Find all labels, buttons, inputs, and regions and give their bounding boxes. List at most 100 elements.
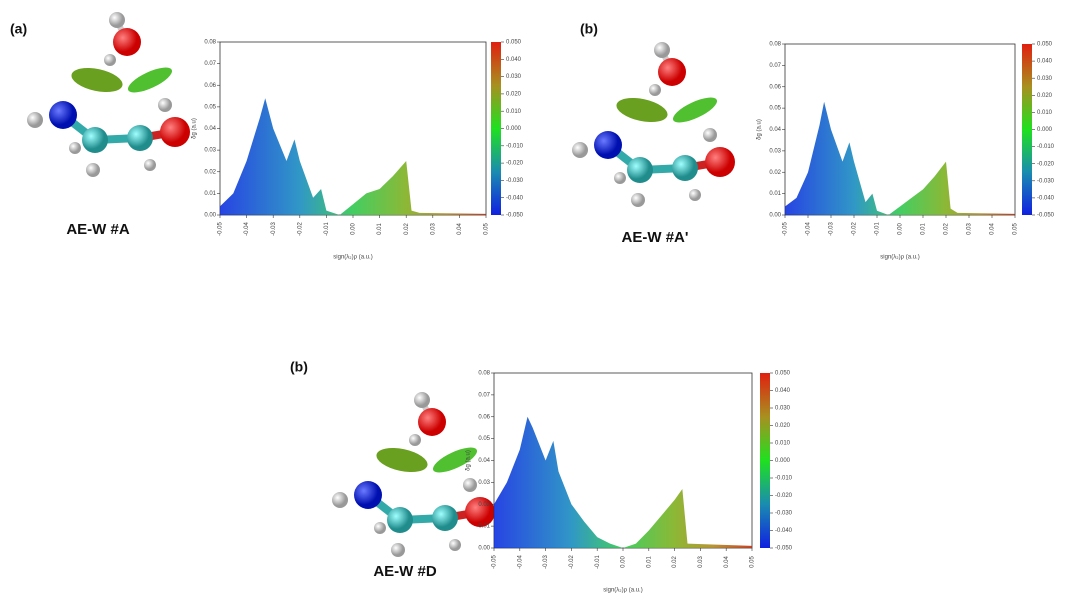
- x-tick-label: 0.03: [698, 556, 704, 568]
- y-axis-label: δg (a.u): [192, 118, 198, 139]
- y-tick-label: 0.03: [204, 148, 216, 154]
- panel-label: (a): [10, 21, 27, 37]
- x-tick-label: 0.05: [750, 556, 756, 568]
- y-tick-label: 0.06: [204, 83, 216, 89]
- y-tick-label: 0.03: [478, 480, 490, 486]
- molecule: [27, 12, 190, 177]
- x-tick-label: -0.03: [829, 222, 835, 236]
- x-tick-label: -0.01: [595, 555, 601, 569]
- colorbar-tick-label: 0.010: [506, 109, 522, 115]
- colorbar-tick-label: 0.030: [775, 406, 791, 412]
- colorbar-tick-label: -0.050: [775, 546, 793, 552]
- x-tick-label: 0.02: [672, 556, 678, 568]
- x-axis-label: sign(λ₂)ρ (a.u.): [603, 588, 642, 594]
- y-tick-label: 0.00: [769, 213, 781, 219]
- y-axis-label: δg (a.u): [757, 119, 763, 140]
- colorbar: [1022, 44, 1032, 215]
- y-tick-label: 0.01: [478, 524, 490, 530]
- colorbar-tick-label: 0.000: [775, 458, 791, 464]
- colorbar-tick-label: 0.030: [506, 74, 522, 80]
- colorbar-tick-label: -0.020: [775, 493, 793, 499]
- x-tick-label: 0.00: [898, 223, 904, 235]
- x-tick-label: 0.00: [351, 223, 357, 235]
- y-tick-label: 0.02: [204, 169, 216, 175]
- x-tick-label: -0.02: [852, 222, 858, 236]
- colorbar-tick-label: 0.020: [506, 91, 522, 97]
- x-tick-label: 0.04: [457, 223, 463, 235]
- colorbar-tick-label: -0.010: [1037, 144, 1055, 150]
- y-tick-label: 0.06: [769, 84, 781, 90]
- x-tick-label: -0.05: [492, 555, 498, 569]
- colorbar-tick-label: 0.040: [775, 388, 791, 394]
- y-tick-label: 0.08: [204, 40, 216, 46]
- y-tick-label: 0.01: [769, 191, 781, 197]
- x-tick-label: -0.01: [875, 222, 881, 236]
- y-tick-label: 0.07: [769, 63, 781, 69]
- panel-label: (b): [290, 359, 308, 375]
- y-tick-label: 0.02: [478, 502, 490, 508]
- x-tick-label: -0.02: [569, 555, 575, 569]
- x-tick-label: 0.04: [990, 223, 996, 235]
- colorbar: [760, 373, 770, 548]
- panel-label: (b): [580, 21, 598, 37]
- colorbar-tick-label: 0.040: [1037, 59, 1053, 65]
- molecule: [572, 42, 735, 207]
- y-tick-label: 0.07: [204, 61, 216, 67]
- x-tick-label: -0.03: [543, 555, 549, 569]
- x-tick-label: 0.03: [967, 223, 973, 235]
- colorbar-tick-label: -0.020: [1037, 161, 1055, 167]
- colorbar-tick-label: -0.010: [506, 143, 524, 149]
- y-tick-label: 0.05: [204, 104, 216, 110]
- y-tick-label: 0.05: [769, 106, 781, 112]
- x-tick-label: -0.04: [244, 222, 250, 236]
- x-tick-label: 0.05: [1013, 223, 1019, 235]
- x-tick-label: 0.00: [621, 556, 627, 568]
- colorbar-tick-label: 0.010: [1037, 110, 1053, 116]
- x-axis-label: sign(λ₂)ρ (a.u.): [880, 255, 919, 261]
- molecule-caption: AE-W #A': [622, 229, 689, 246]
- molecule-caption: AE-W #D: [373, 563, 437, 580]
- colorbar-tick-label: 0.040: [506, 57, 522, 63]
- colorbar-tick-label: -0.040: [506, 195, 524, 201]
- y-tick-label: 0.04: [769, 127, 781, 133]
- y-tick-label: 0.07: [478, 392, 490, 398]
- colorbar-tick-label: -0.050: [1037, 213, 1055, 219]
- colorbar-tick-label: 0.010: [775, 441, 791, 447]
- molecule: [332, 392, 495, 557]
- x-tick-label: 0.01: [646, 556, 652, 568]
- colorbar-tick-label: 0.000: [506, 126, 522, 132]
- colorbar-tick-label: 0.050: [775, 371, 791, 377]
- y-tick-label: 0.01: [204, 191, 216, 197]
- x-tick-label: -0.03: [271, 222, 277, 236]
- y-tick-label: 0.06: [478, 414, 490, 420]
- colorbar-tick-label: -0.030: [506, 178, 524, 184]
- colorbar-tick-label: 0.020: [775, 423, 791, 429]
- colorbar-tick-label: 0.050: [506, 40, 522, 46]
- colorbar-tick-label: 0.030: [1037, 76, 1053, 82]
- colorbar-tick-label: -0.040: [1037, 195, 1055, 201]
- x-tick-label: 0.02: [404, 223, 410, 235]
- y-tick-label: 0.04: [478, 458, 490, 464]
- y-axis-label: δg (a.u): [466, 450, 472, 471]
- y-tick-label: 0.00: [204, 213, 216, 219]
- x-axis-label: sign(λ₂)ρ (a.u.): [333, 255, 372, 261]
- x-tick-label: -0.01: [324, 222, 330, 236]
- colorbar-tick-label: -0.040: [775, 528, 793, 534]
- y-tick-label: 0.05: [478, 436, 490, 442]
- colorbar-tick-label: -0.010: [775, 476, 793, 482]
- colorbar-tick-label: 0.020: [1037, 93, 1053, 99]
- x-tick-label: -0.04: [517, 555, 523, 569]
- y-tick-label: 0.08: [769, 42, 781, 48]
- x-tick-label: 0.05: [484, 223, 490, 235]
- x-tick-label: -0.05: [783, 222, 789, 236]
- y-tick-label: 0.04: [204, 126, 216, 132]
- x-tick-label: 0.01: [921, 223, 927, 235]
- colorbar: [491, 42, 501, 215]
- y-tick-label: 0.00: [478, 546, 490, 552]
- figure: (a)AE-W #A-0.05-0.04-0.03-0.02-0.010.000…: [0, 0, 1067, 595]
- colorbar-tick-label: -0.030: [1037, 178, 1055, 184]
- x-tick-label: 0.04: [724, 556, 730, 568]
- x-tick-label: -0.04: [806, 222, 812, 236]
- molecule-caption: AE-W #A: [66, 221, 130, 238]
- colorbar-tick-label: 0.000: [1037, 127, 1053, 133]
